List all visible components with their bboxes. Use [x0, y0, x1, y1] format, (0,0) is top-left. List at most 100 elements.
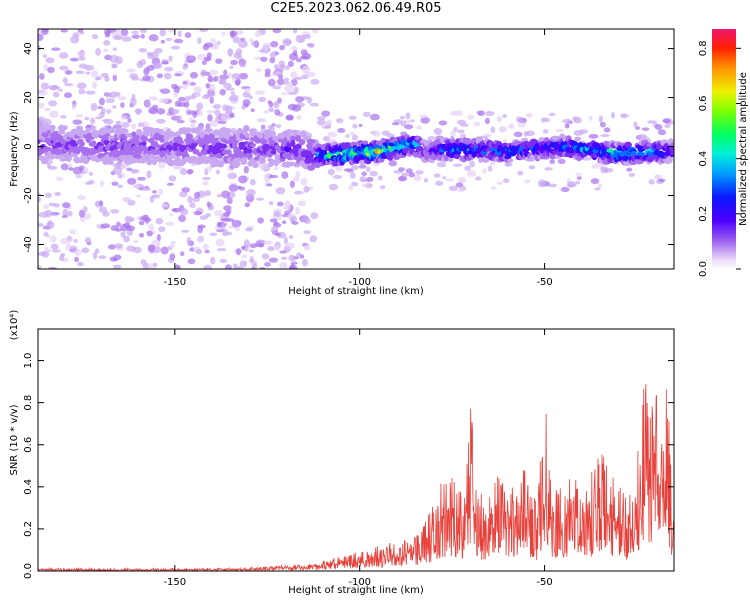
heatmap-noise-blob	[153, 62, 163, 70]
heatmap-noise-blob	[232, 36, 241, 44]
heatmap-noise-blob	[205, 109, 216, 114]
heatmap-noise-blob	[257, 118, 266, 122]
heatmap-noise-blob	[90, 103, 98, 112]
heatmap-noise-blob	[177, 30, 182, 37]
heatmap-noise-blob	[112, 47, 117, 52]
heatmap-noise-blob	[238, 40, 248, 49]
heatmap-noise-blob	[160, 203, 169, 208]
heatmap-noise-blob	[264, 262, 271, 267]
heatmap-signal-blob	[507, 158, 514, 163]
heatmap-noise-blob	[65, 70, 72, 75]
heatmap-noise-blob	[146, 51, 153, 56]
heatmap-noise-blob	[120, 115, 128, 120]
colorbar-ticks: 0.0 0.2 0.4 0.6 0.8	[698, 40, 741, 277]
snr-x-tick-label: -50	[536, 577, 552, 588]
heatmap-noise-blob	[209, 232, 218, 237]
heatmap-noise-blob	[300, 177, 308, 186]
heatmap-noise-blob	[165, 37, 173, 42]
heatmap-noise-blob	[232, 263, 238, 269]
heatmap-noise-blob	[65, 243, 71, 251]
heatmap-noise-blob	[303, 185, 310, 193]
spectrogram-frame	[37, 28, 675, 270]
heatmap-noise-blob	[158, 98, 169, 104]
heatmap-noise-blob	[216, 248, 227, 252]
heatmap-noise-blob	[377, 175, 383, 181]
heatmap-signal-blob	[123, 129, 129, 134]
heatmap-noise-blob	[229, 30, 235, 39]
heatmap-noise-blob	[227, 48, 234, 57]
heatmap-noise-blob	[226, 196, 233, 205]
heatmap-noise-blob	[423, 178, 429, 183]
spectrogram-x-tick-label: -50	[536, 277, 552, 288]
heatmap-signal-blob	[225, 128, 232, 134]
heatmap-noise-blob	[419, 114, 428, 118]
heatmap-signal-blob	[75, 125, 83, 131]
heatmap-noise-blob	[238, 175, 248, 184]
heatmap-noise-blob	[305, 71, 316, 78]
heatmap-noise-blob	[73, 238, 78, 244]
heatmap-noise-blob	[197, 53, 206, 61]
heatmap-noise-blob	[474, 176, 482, 181]
heatmap-noise-blob	[275, 233, 282, 237]
heatmap-noise-blob	[126, 68, 136, 73]
colorbar-tick-label: 0.8	[698, 40, 709, 56]
heatmap-noise-blob	[588, 116, 593, 121]
heatmap-noise-blob	[116, 221, 121, 227]
heatmap-noise-blob	[247, 193, 253, 199]
heatmap-signal-blob	[91, 140, 97, 146]
heatmap-noise-blob	[241, 245, 246, 250]
spectrogram-heatmap	[38, 29, 674, 269]
heatmap-noise-blob	[117, 173, 123, 179]
colorbar-tick-label: 0.2	[698, 206, 709, 222]
heatmap-signal-blob	[303, 149, 311, 156]
heatmap-noise-blob	[524, 179, 531, 184]
heatmap-noise-blob	[75, 70, 85, 75]
heatmap-noise-blob	[44, 192, 52, 198]
heatmap-noise-blob	[273, 211, 282, 217]
snr-y-tick-label: 0.8	[23, 395, 34, 411]
heatmap-signal-blob	[147, 153, 156, 160]
heatmap-noise-blob	[303, 230, 312, 234]
snr-x-tick-label: -150	[163, 577, 186, 588]
heatmap-noise-blob	[307, 42, 315, 49]
heatmap-noise-blob	[168, 175, 177, 182]
snr-series-line	[38, 384, 674, 571]
heatmap-signal-blob	[551, 135, 560, 141]
heatmap-noise-blob	[193, 93, 201, 97]
heatmap-noise-blob	[345, 133, 350, 139]
heatmap-noise-blob	[257, 217, 264, 224]
heatmap-noise-blob	[181, 229, 190, 233]
heatmap-noise-blob	[283, 80, 290, 85]
heatmap-noise-blob	[70, 35, 80, 44]
heatmap-noise-blob	[71, 104, 76, 110]
heatmap-noise-blob	[484, 117, 491, 125]
heatmap-noise-blob	[77, 195, 86, 201]
heatmap-noise-blob	[65, 235, 74, 243]
heatmap-noise-blob	[573, 129, 584, 136]
heatmap-signal-blob	[47, 153, 55, 160]
heatmap-noise-blob	[620, 113, 628, 119]
heatmap-noise-blob	[391, 122, 400, 126]
heatmap-noise-blob	[76, 262, 84, 267]
heatmap-noise-blob	[62, 202, 71, 209]
heatmap-signal-blob	[233, 162, 241, 167]
colorbar-gradient	[712, 29, 736, 269]
heatmap-noise-blob	[293, 176, 300, 182]
heatmap-noise-blob	[404, 119, 413, 124]
heatmap-noise-blob	[131, 93, 136, 101]
heatmap-noise-blob	[38, 265, 42, 269]
heatmap-signal-blob	[636, 159, 644, 165]
heatmap-noise-blob	[42, 118, 52, 127]
heatmap-noise-blob	[77, 50, 85, 58]
heatmap-signal-blob	[670, 150, 674, 156]
heatmap-noise-blob	[148, 34, 159, 42]
heatmap-noise-blob	[210, 256, 216, 265]
heatmap-noise-blob	[352, 123, 358, 129]
heatmap-signal-blob	[176, 139, 184, 145]
heatmap-noise-blob	[442, 176, 447, 180]
heatmap-noise-blob	[291, 221, 299, 225]
heatmap-noise-blob	[149, 195, 155, 203]
heatmap-noise-blob	[106, 109, 112, 114]
heatmap-noise-blob	[287, 60, 294, 68]
heatmap-noise-blob	[258, 96, 267, 103]
